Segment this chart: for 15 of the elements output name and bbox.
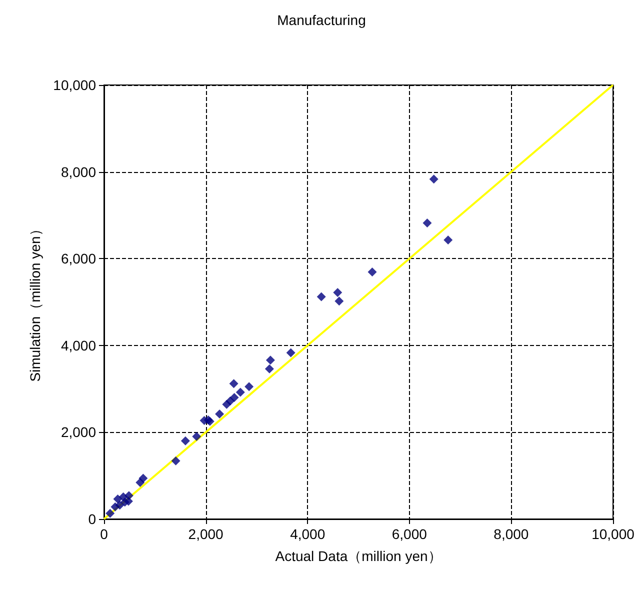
- x-tick-label: 8,000: [494, 526, 529, 542]
- y-axis-title: Simulation（million yen）: [27, 222, 43, 382]
- x-tick-label: 2,000: [188, 526, 224, 542]
- y-tick-label: 10,000: [53, 77, 96, 93]
- x-tick-label: 4,000: [290, 526, 326, 542]
- chart-title: Manufacturing: [277, 12, 366, 28]
- x-tick-label: 6,000: [392, 526, 428, 542]
- y-tick-label: 4,000: [60, 337, 96, 354]
- x-axis-title: Actual Data（million yen）: [275, 548, 442, 564]
- y-tick-label: 8,000: [60, 164, 96, 180]
- y-tick-label: 2,000: [60, 424, 96, 440]
- y-tick-label: 6,000: [60, 250, 96, 267]
- y-tick-label: 0: [88, 511, 96, 527]
- x-tick-label: 10,000: [592, 526, 635, 542]
- x-tick-label: 0: [100, 526, 108, 542]
